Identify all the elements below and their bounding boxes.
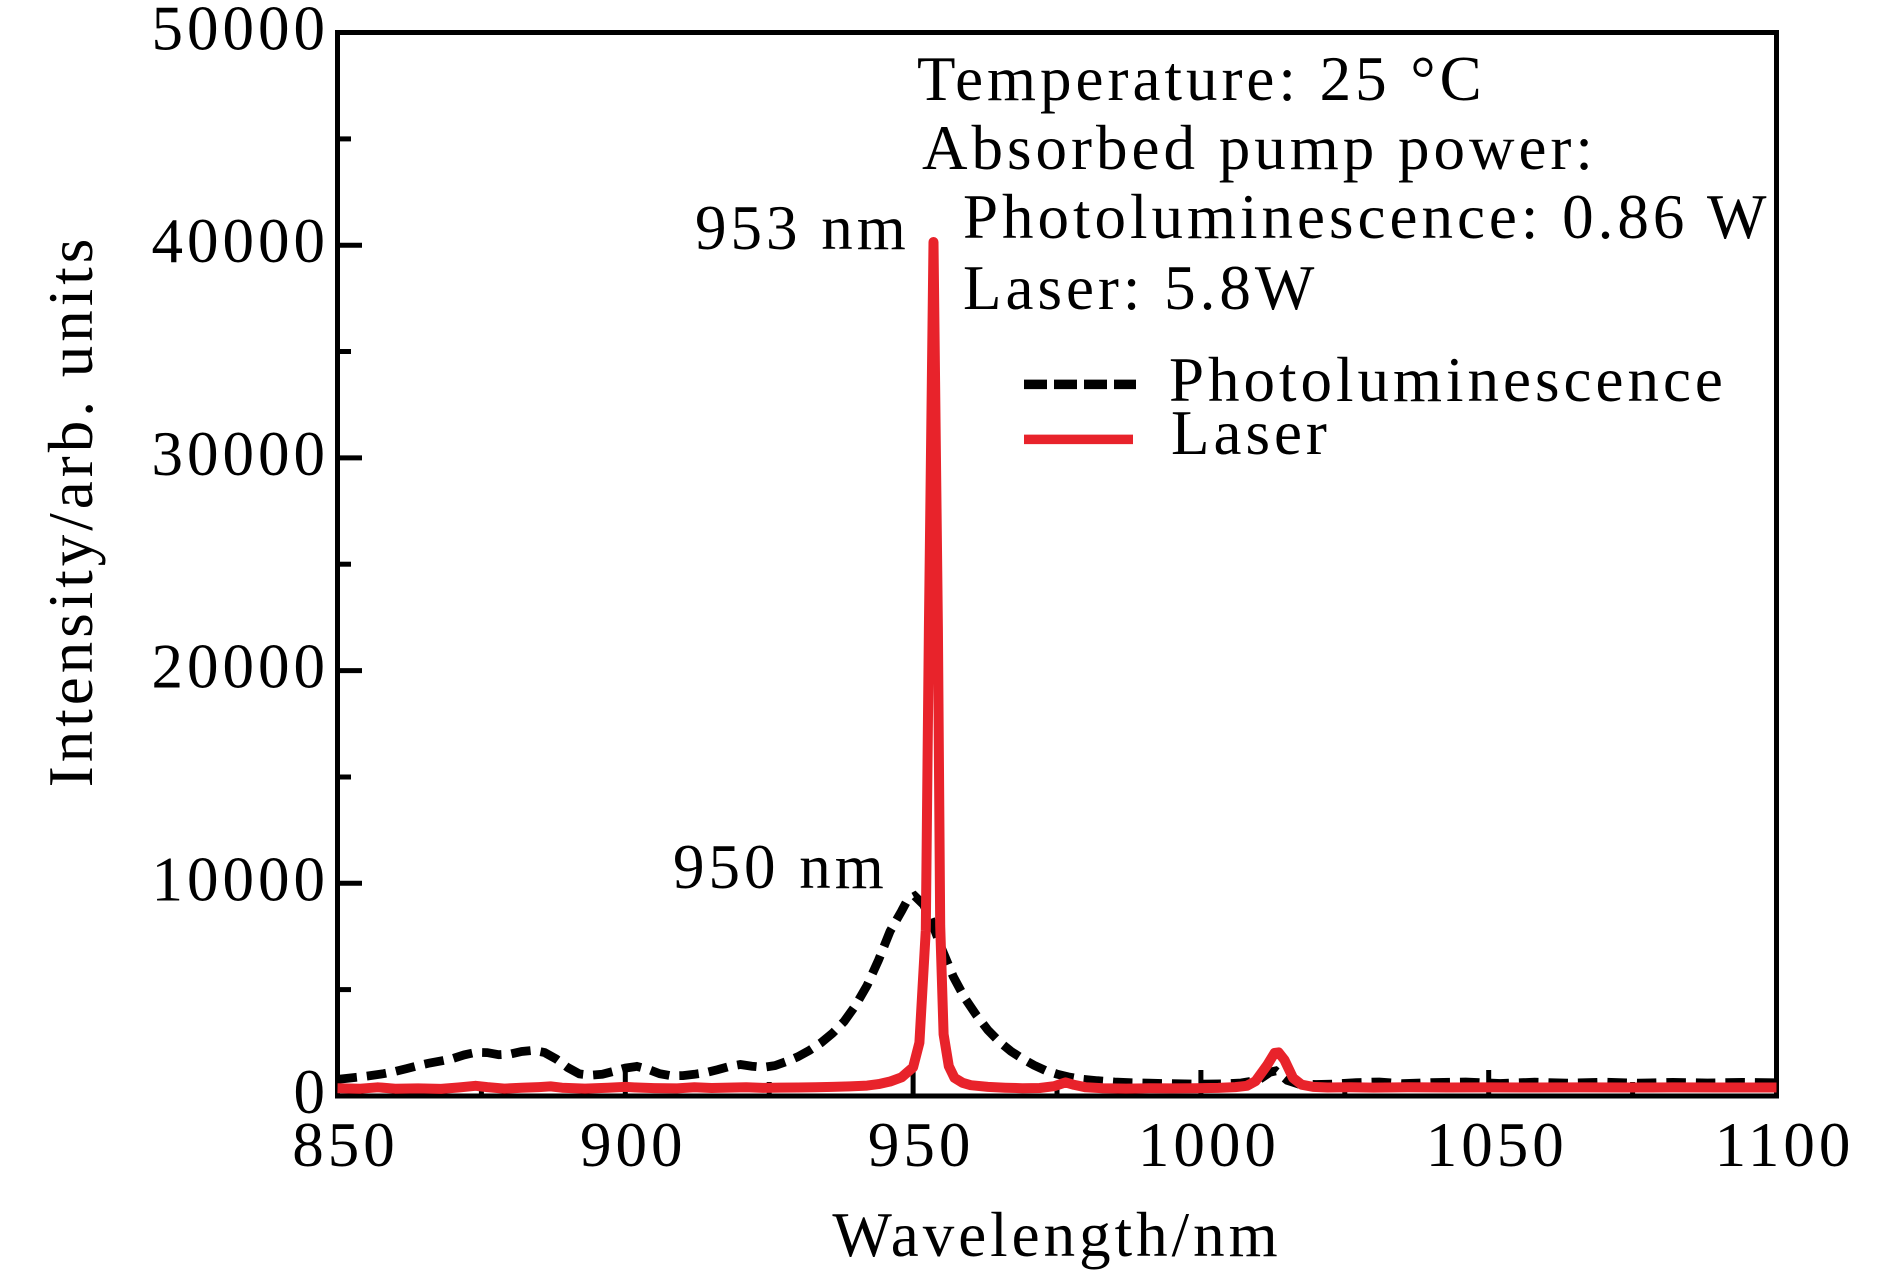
svg-text:Photoluminescence: 0.86 W: Photoluminescence: 0.86 W xyxy=(963,182,1770,252)
svg-text:Laser: Laser xyxy=(1171,398,1331,468)
svg-text:40000: 40000 xyxy=(152,206,330,276)
svg-text:1050: 1050 xyxy=(1426,1110,1568,1180)
svg-text:953 nm: 953 nm xyxy=(695,193,910,263)
svg-text:20000: 20000 xyxy=(152,632,330,702)
svg-text:Photoluminescence: Photoluminescence xyxy=(1169,345,1727,415)
svg-text:50000: 50000 xyxy=(152,0,330,64)
svg-text:Temperature: 25 °C: Temperature: 25 °C xyxy=(917,44,1486,114)
svg-text:Absorbed pump power:: Absorbed pump power: xyxy=(922,113,1597,183)
svg-text:950: 950 xyxy=(868,1110,975,1180)
svg-text:10000: 10000 xyxy=(152,844,330,914)
svg-text:Laser: 5.8W: Laser: 5.8W xyxy=(963,253,1318,323)
svg-text:Wavelength/nm: Wavelength/nm xyxy=(832,1200,1281,1270)
svg-text:0: 0 xyxy=(294,1057,330,1127)
svg-text:950 nm: 950 nm xyxy=(673,832,888,902)
svg-text:1000: 1000 xyxy=(1138,1110,1280,1180)
svg-text:30000: 30000 xyxy=(152,419,330,489)
svg-text:850: 850 xyxy=(292,1110,399,1180)
svg-text:1100: 1100 xyxy=(1715,1110,1855,1180)
svg-text:Intensity/arb. units: Intensity/arb. units xyxy=(36,235,106,787)
svg-text:900: 900 xyxy=(580,1110,687,1180)
